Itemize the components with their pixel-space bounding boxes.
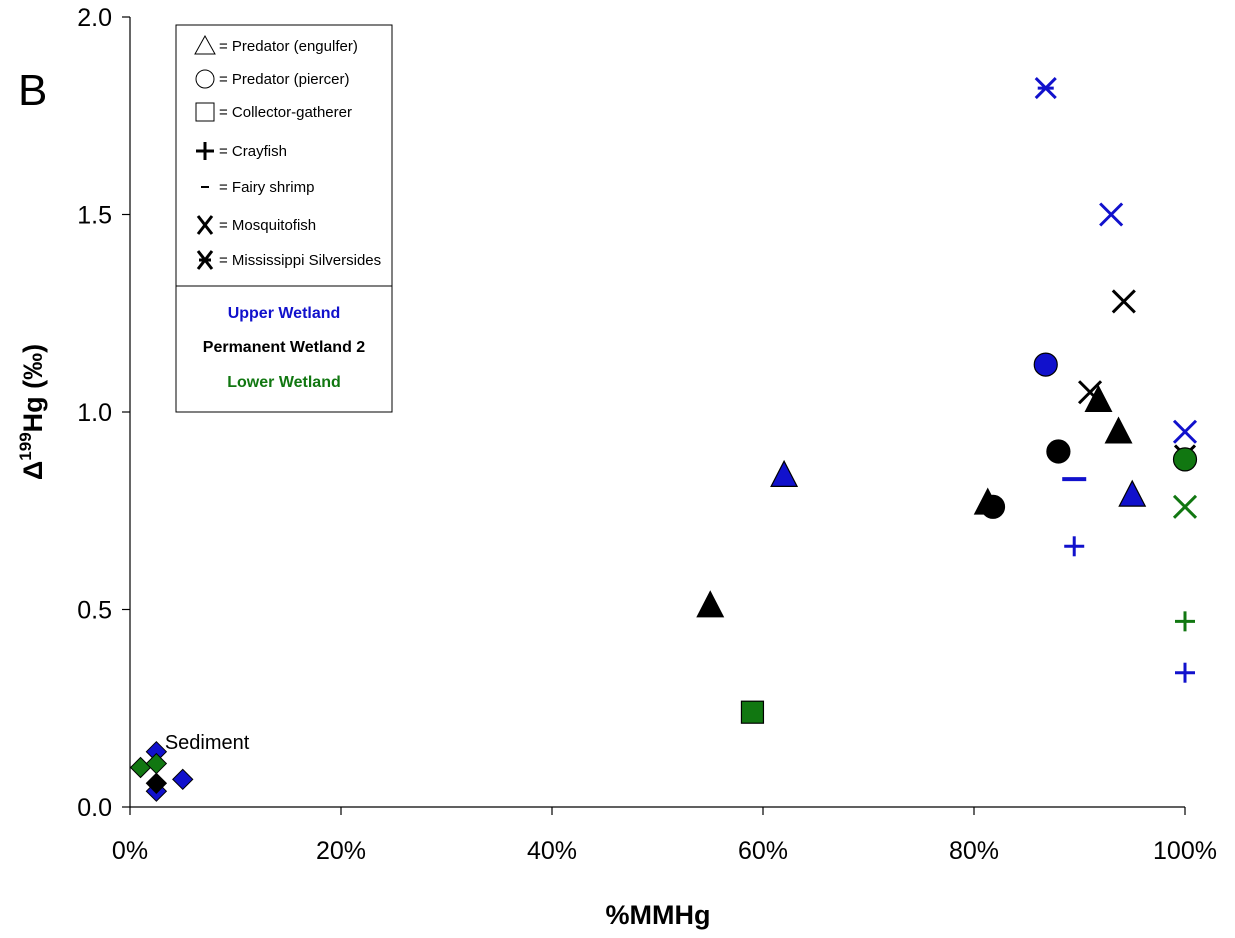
data-point-permanent-diamond — [145, 772, 168, 795]
data-point-lower-circle — [1172, 447, 1198, 472]
legend-label-triangle: = Predator (engulfer) — [219, 38, 358, 55]
data-point-permanent-x — [1111, 289, 1136, 314]
data-point-upper-x — [1172, 419, 1198, 444]
axes: 0.0 0.5 1.0 1.5 2.0 0% 20% 40% 60% 80% 100% — [77, 4, 1217, 865]
data-point-permanent-triangle — [1104, 416, 1133, 444]
data-point-upper-plus — [1064, 536, 1085, 557]
legend-label-minus: = Fairy shrimp — [219, 179, 314, 196]
legend-circle-icon — [195, 69, 215, 89]
data-points — [129, 77, 1198, 802]
data-point-upper-triangle — [1118, 479, 1147, 507]
data-point-upper-circle — [1033, 352, 1058, 377]
legend-label-x: = Mosquitofish — [219, 217, 316, 234]
x-tick-label: 0% — [112, 837, 148, 865]
y-tick-label: 0.5 — [77, 597, 112, 625]
y-axis-title-main: Δ — [18, 461, 48, 480]
y-tick-label: 1.5 — [77, 202, 112, 230]
data-point-upper-triangle — [770, 459, 799, 487]
legend-box — [175, 24, 393, 413]
legend-label-plus: = Crayfish — [219, 143, 287, 160]
x-tick-label: 60% — [738, 837, 788, 865]
x-tick-label: 20% — [316, 837, 366, 865]
data-point-upper-x — [1099, 202, 1124, 227]
data-point-lower-diamond — [145, 752, 168, 775]
x-tick-label: 100% — [1153, 837, 1217, 865]
legend-square-icon — [195, 102, 215, 122]
annotation-sediment: Sediment — [165, 732, 250, 754]
legend-region-2: Lower Wetland — [227, 374, 341, 391]
data-point-permanent-triangle — [696, 590, 725, 618]
legend-label-square: = Collector-gatherer — [219, 104, 352, 121]
panel-label: B — [18, 66, 47, 115]
y-tick-label: 1.0 — [77, 399, 112, 427]
data-point-upper-diamond — [172, 768, 194, 791]
y-axis-title: Δ199Hg (‰) — [16, 344, 48, 480]
y-axis-title-sup: 199 — [16, 432, 35, 460]
legend-x-icon — [196, 215, 214, 235]
data-point-lower-diamond — [129, 756, 152, 779]
legend-plus-icon — [196, 142, 214, 160]
legend-region-1: Permanent Wetland 2 — [203, 339, 366, 356]
legend-label-asterisk: = Mississippi Silversides — [219, 252, 381, 269]
data-point-permanent-circle — [1046, 439, 1071, 464]
y-tick-label: 2.0 — [77, 4, 112, 32]
data-point-lower-plus — [1175, 611, 1195, 632]
legend-asterisk-icon — [196, 250, 214, 270]
y-tick-label: 0.0 — [77, 794, 112, 822]
legend-label-circle: = Predator (piercer) — [219, 71, 349, 88]
legend: = Predator (engulfer) = Predator (piercer… — [175, 24, 393, 413]
labels: %MMHg Δ199Hg (‰) B Sediment — [16, 66, 710, 930]
data-point-lower-x — [1172, 494, 1198, 519]
data-point-upper-asterisk — [1034, 77, 1057, 100]
x-tick-label: 40% — [527, 837, 577, 865]
legend-triangle-icon — [194, 34, 216, 55]
data-point-lower-square — [740, 700, 765, 724]
data-point-permanent-triangle — [1084, 384, 1113, 412]
x-axis-title: %MMHg — [606, 900, 711, 930]
data-point-permanent-circle — [980, 494, 1006, 519]
legend-region-0: Upper Wetland — [228, 305, 341, 322]
x-tick-label: 80% — [949, 837, 999, 865]
y-axis-title-rest: Hg (‰) — [18, 344, 48, 432]
data-point-upper-plus — [1175, 662, 1195, 683]
